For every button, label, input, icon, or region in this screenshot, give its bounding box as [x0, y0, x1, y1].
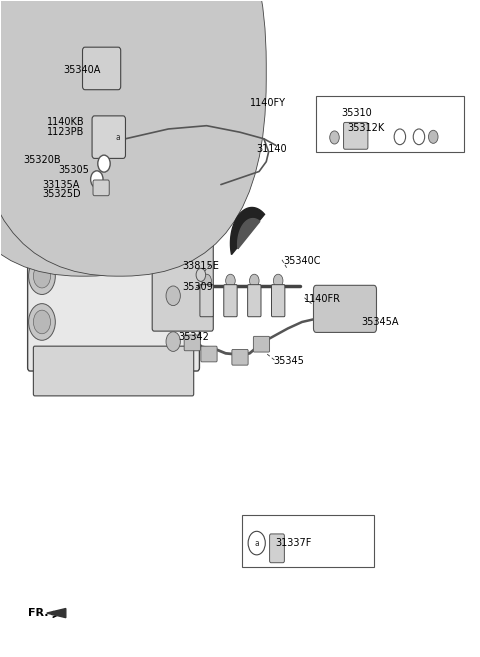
Text: 35345: 35345: [274, 356, 304, 366]
Text: 33815E: 33815E: [183, 261, 220, 271]
Text: 35309: 35309: [183, 283, 214, 292]
FancyBboxPatch shape: [152, 195, 213, 331]
FancyBboxPatch shape: [38, 137, 189, 252]
Text: 35345A: 35345A: [362, 317, 399, 327]
Polygon shape: [47, 608, 66, 618]
Text: 35340C: 35340C: [283, 256, 321, 266]
FancyBboxPatch shape: [224, 284, 237, 317]
Text: 1140FY: 1140FY: [250, 98, 286, 108]
Circle shape: [166, 332, 180, 351]
Circle shape: [241, 124, 249, 134]
Circle shape: [29, 258, 55, 294]
FancyBboxPatch shape: [270, 534, 284, 562]
FancyBboxPatch shape: [272, 284, 285, 317]
Circle shape: [98, 155, 110, 172]
Circle shape: [226, 274, 235, 287]
FancyBboxPatch shape: [0, 0, 230, 276]
Circle shape: [115, 183, 151, 233]
Polygon shape: [238, 219, 260, 249]
Text: 31337F: 31337F: [276, 538, 312, 548]
Circle shape: [100, 158, 108, 169]
Text: 35305: 35305: [59, 165, 90, 175]
Text: a: a: [254, 539, 259, 547]
Text: 35320B: 35320B: [23, 155, 60, 166]
FancyBboxPatch shape: [200, 284, 213, 317]
Text: 35310: 35310: [342, 108, 372, 118]
Circle shape: [153, 189, 180, 226]
Circle shape: [119, 189, 146, 226]
FancyBboxPatch shape: [28, 135, 199, 371]
Polygon shape: [230, 208, 264, 254]
FancyBboxPatch shape: [92, 116, 125, 158]
Text: 1140FR: 1140FR: [304, 294, 341, 304]
FancyBboxPatch shape: [93, 180, 109, 196]
Text: a: a: [116, 133, 120, 142]
Text: 1123PB: 1123PB: [47, 127, 84, 137]
Text: 1140KB: 1140KB: [47, 118, 84, 127]
Circle shape: [48, 183, 84, 233]
FancyBboxPatch shape: [34, 346, 194, 396]
Circle shape: [274, 274, 283, 287]
Text: 35340A: 35340A: [63, 65, 101, 75]
Circle shape: [91, 171, 103, 188]
Circle shape: [34, 310, 50, 334]
FancyBboxPatch shape: [344, 122, 368, 149]
Circle shape: [248, 532, 265, 555]
Text: 35312K: 35312K: [348, 124, 384, 133]
Circle shape: [29, 304, 55, 340]
FancyBboxPatch shape: [83, 47, 120, 90]
FancyBboxPatch shape: [232, 350, 248, 365]
Bar: [316, 97, 464, 152]
Circle shape: [111, 119, 119, 129]
Text: 31140: 31140: [257, 144, 288, 154]
Bar: [242, 515, 373, 567]
FancyBboxPatch shape: [313, 285, 376, 332]
Circle shape: [34, 264, 50, 288]
FancyBboxPatch shape: [253, 336, 270, 352]
Circle shape: [112, 129, 124, 146]
Text: 35342: 35342: [178, 332, 209, 342]
Circle shape: [148, 183, 184, 233]
FancyBboxPatch shape: [201, 346, 217, 362]
FancyBboxPatch shape: [248, 284, 261, 317]
Text: FR.: FR.: [28, 608, 48, 618]
Circle shape: [429, 130, 438, 143]
Text: 33135A: 33135A: [42, 179, 79, 190]
Circle shape: [413, 129, 425, 145]
Circle shape: [202, 274, 211, 287]
FancyBboxPatch shape: [0, 0, 266, 276]
Circle shape: [330, 131, 339, 144]
Circle shape: [86, 189, 113, 226]
Circle shape: [166, 286, 180, 306]
Circle shape: [108, 127, 119, 143]
Circle shape: [81, 183, 117, 233]
Circle shape: [52, 189, 79, 226]
Circle shape: [196, 268, 205, 281]
FancyBboxPatch shape: [184, 335, 200, 351]
Circle shape: [250, 274, 259, 287]
Text: 35325D: 35325D: [42, 189, 81, 199]
Circle shape: [394, 129, 406, 145]
